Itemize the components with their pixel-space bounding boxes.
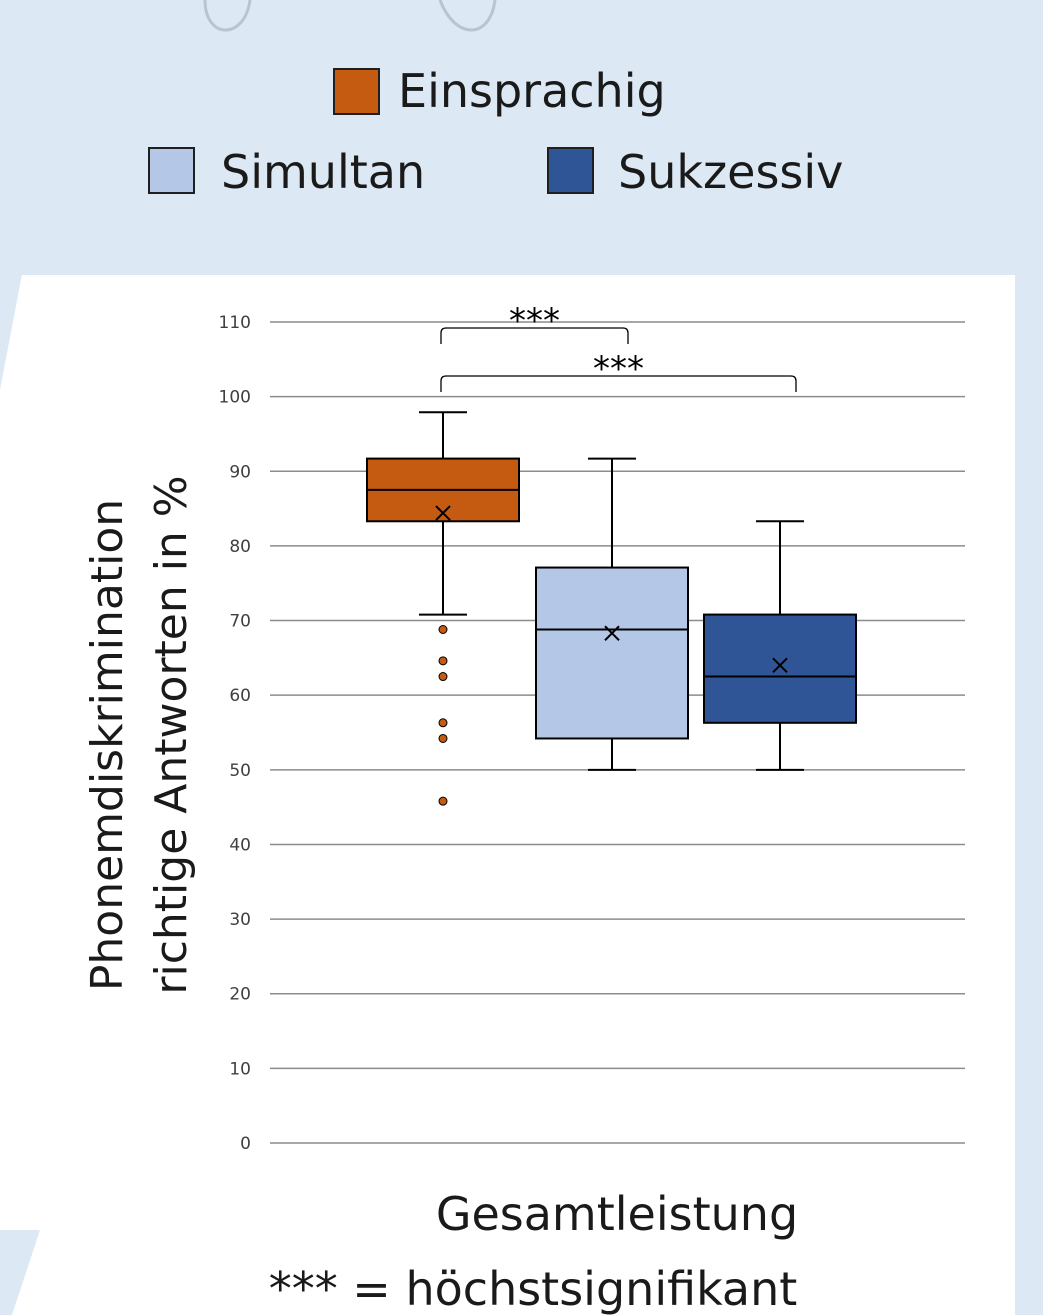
y-tick-labels: 0 10 20 30 40 50 60 70 80 90 100 110 xyxy=(219,313,251,1154)
legend-swatch-simultan xyxy=(148,147,195,194)
y-tick-label-90: 90 xyxy=(229,462,251,482)
outlier-einsprachig-2 xyxy=(438,672,448,682)
y-tick-label-100: 100 xyxy=(219,388,251,408)
box-sukzessiv xyxy=(703,520,857,771)
legend-swatch-einsprachig xyxy=(333,68,380,115)
box-simultan xyxy=(535,457,689,771)
boxes xyxy=(366,411,857,806)
y-tick-label-20: 20 xyxy=(229,985,251,1005)
y-tick-label-80: 80 xyxy=(229,537,251,557)
iqr-box-sukzessiv xyxy=(703,613,857,724)
legend-label-simultan: Simultan xyxy=(221,145,425,199)
y-axis-title-line2: richtige Antworten in % xyxy=(146,475,197,994)
legend-label-sukzessiv: Sukzessiv xyxy=(618,145,843,199)
mean-marker-simultan xyxy=(604,625,620,641)
x-axis-title: Gesamtleistung xyxy=(436,1187,798,1241)
bracket-label-1: *** xyxy=(593,349,644,389)
outlier-einsprachig-3 xyxy=(438,718,448,728)
box-einsprachig xyxy=(366,411,520,806)
y-tick-label-50: 50 xyxy=(229,761,251,781)
y-tick-label-70: 70 xyxy=(229,612,251,632)
significance-brackets: *** *** xyxy=(440,301,797,392)
legend-label-einsprachig: Einsprachig xyxy=(398,64,666,118)
chart-panel xyxy=(0,275,1015,1315)
mean-marker-einsprachig xyxy=(435,505,451,521)
y-tick-label-30: 30 xyxy=(229,910,251,930)
iqr-box-simultan xyxy=(535,566,689,740)
bracket-0 xyxy=(440,327,629,344)
footnote: *** = höchstsignifikant xyxy=(269,1262,798,1315)
outlier-einsprachig-4 xyxy=(438,733,448,743)
outlier-einsprachig-5 xyxy=(438,796,448,806)
top-cut-decoration xyxy=(203,0,497,32)
legend: Einsprachig Simultan Sukzessiv xyxy=(148,64,843,199)
grid xyxy=(270,321,965,1144)
y-tick-label-10: 10 xyxy=(229,1059,251,1079)
legend-swatch-sukzessiv xyxy=(547,147,594,194)
y-tick-label-0: 0 xyxy=(240,1134,251,1154)
y-tick-label-40: 40 xyxy=(229,835,251,855)
y-axis-title-line1: Phonemdiskrimination xyxy=(82,499,133,991)
bracket-1 xyxy=(440,375,797,392)
outlier-einsprachig-1 xyxy=(438,656,448,666)
y-tick-label-60: 60 xyxy=(229,686,251,706)
mean-marker-sukzessiv xyxy=(772,657,788,674)
y-tick-label-110: 110 xyxy=(219,313,251,333)
outlier-einsprachig-0 xyxy=(438,625,448,635)
bracket-label-0: *** xyxy=(509,301,560,341)
